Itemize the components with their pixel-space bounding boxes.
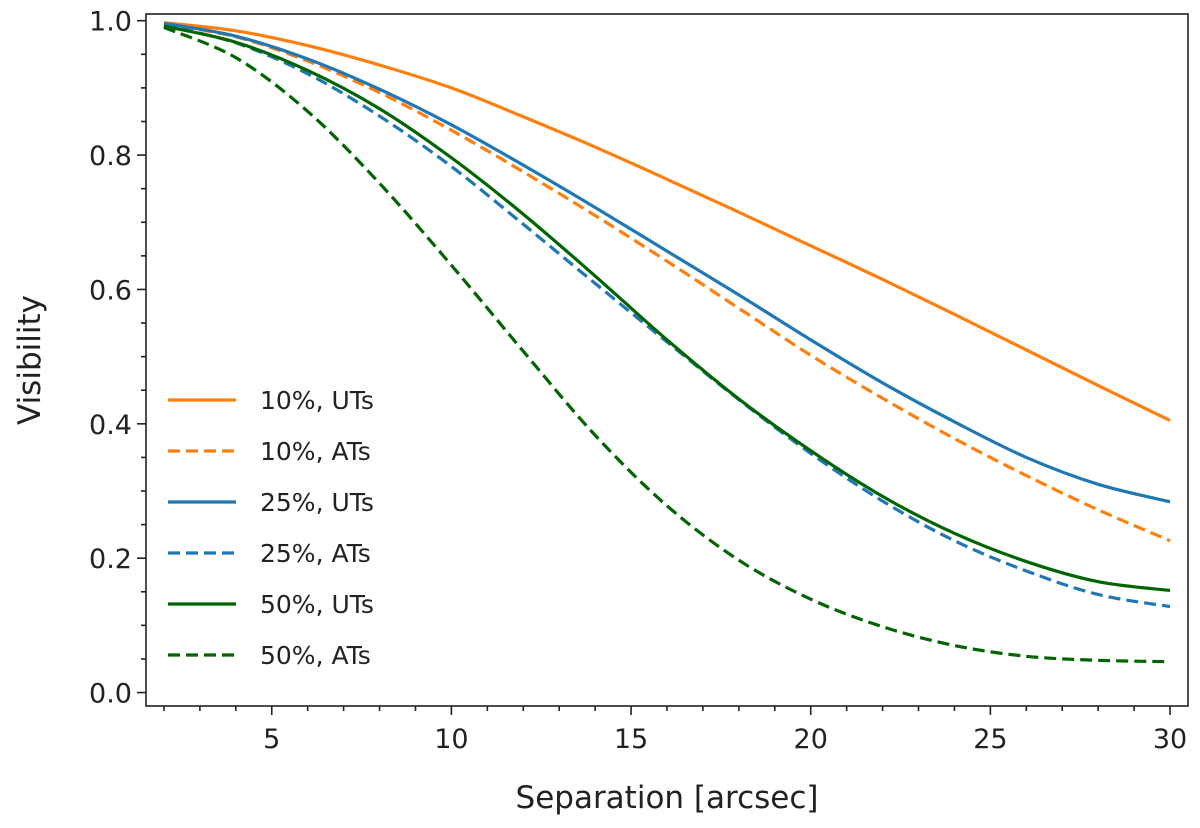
y-tick-label: 0.8 <box>89 141 132 172</box>
series-line-5 <box>163 25 1171 664</box>
series-layer <box>163 21 1171 664</box>
legend-label-1: 10%, ATs <box>260 437 371 466</box>
y-tick-label: 0.4 <box>89 410 132 441</box>
x-tick-label: 30 <box>1153 724 1187 755</box>
x-tick-label: 25 <box>973 724 1007 755</box>
legend-label-4: 50%, UTs <box>260 590 374 619</box>
y-tick-label: 0.2 <box>89 544 132 575</box>
series-line-2 <box>163 21 1171 504</box>
legend-label-5: 50%, ATs <box>260 641 371 670</box>
legend-label-2: 25%, UTs <box>260 488 374 517</box>
series-line-1 <box>163 22 1171 543</box>
ticks-layer: 5 10 15 20 25 30 0.0 0.2 0.4 0.6 0.8 1.0 <box>89 7 1187 755</box>
x-axis-label: Separation [arcsec] <box>516 780 819 816</box>
series-line-0 <box>163 21 1171 422</box>
plot-frame <box>145 13 1189 707</box>
legend-label-3: 25%, ATs <box>260 539 371 568</box>
x-tick-label: 5 <box>263 724 280 755</box>
series-line-3 <box>163 23 1171 609</box>
y-tick-label: 0.0 <box>89 679 132 710</box>
y-tick-label: 1.0 <box>89 7 132 38</box>
series-line-4 <box>163 24 1171 593</box>
legend: 10%, UTs 10%, ATs 25%, UTs 25%, ATs 50%, UTs… <box>168 386 374 670</box>
y-axis-label: Visibility <box>12 295 48 425</box>
y-tick-label: 0.6 <box>89 275 132 306</box>
legend-label-0: 10%, UTs <box>260 386 374 415</box>
x-tick-label: 15 <box>614 724 648 755</box>
x-tick-label: 20 <box>794 724 828 755</box>
x-tick-label: 10 <box>434 724 468 755</box>
